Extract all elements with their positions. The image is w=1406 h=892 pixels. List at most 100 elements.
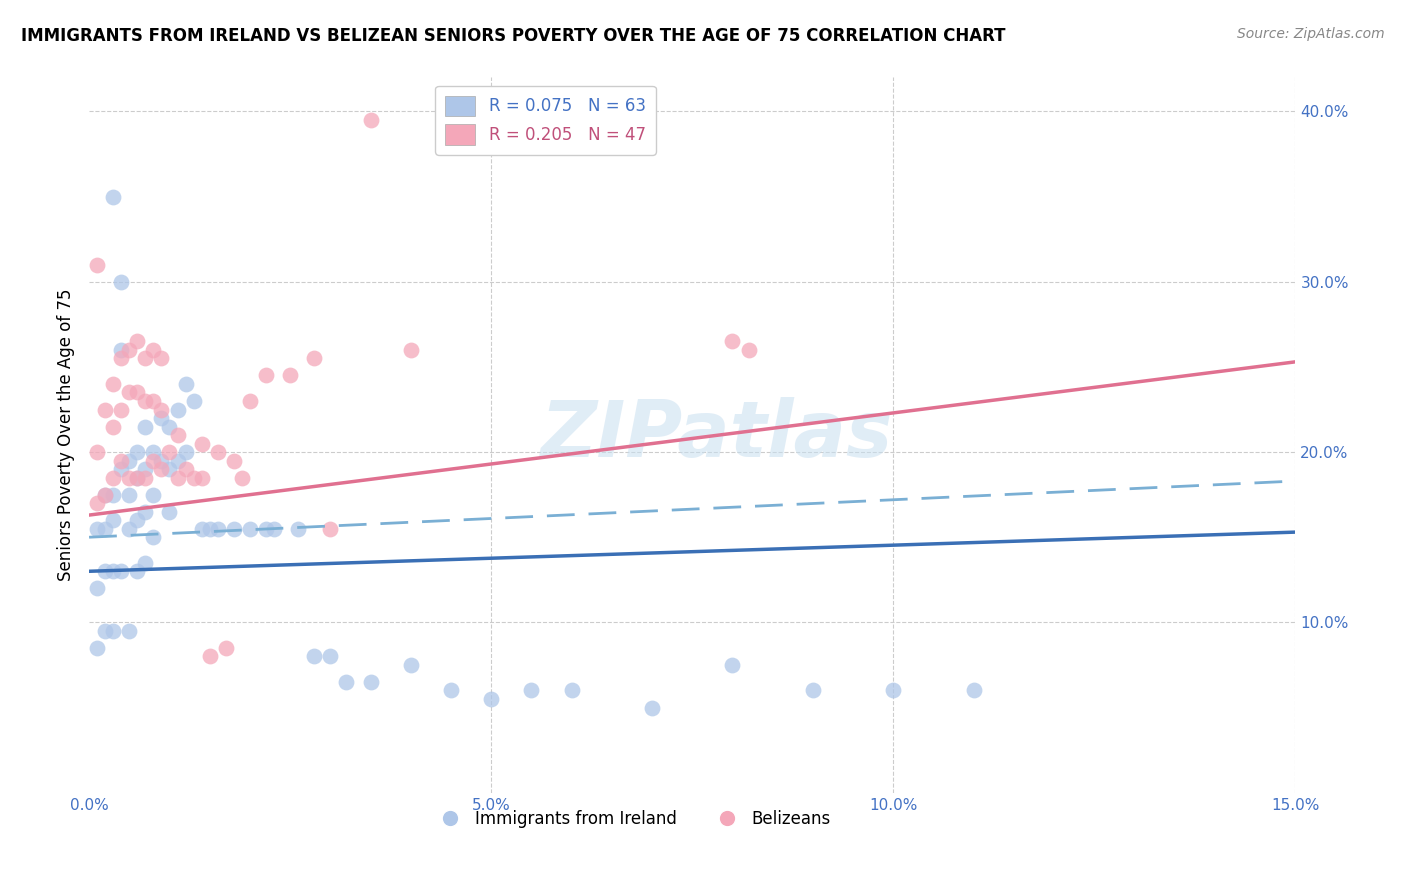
Point (882, 683, 904, 698)
Point (86, 582, 108, 596)
Point (134, 462, 156, 476)
Point (319, 649, 342, 664)
Point (103, 624, 125, 638)
Point (479, 692, 502, 706)
Y-axis label: Seniors Poverty Over the Age of 75: Seniors Poverty Over the Age of 75 (58, 289, 75, 582)
Point (263, 522, 285, 536)
Point (801, 683, 824, 698)
Point (159, 419, 181, 434)
Point (278, 368, 301, 383)
Point (166, 453, 188, 467)
Point (134, 394, 156, 409)
Point (86, 496, 108, 510)
Point (159, 445, 181, 459)
Point (254, 522, 277, 536)
Point (222, 522, 245, 536)
Point (963, 683, 986, 698)
Point (118, 385, 141, 400)
Point (159, 505, 181, 519)
Point (174, 376, 197, 391)
Point (127, 334, 149, 349)
Point (207, 522, 229, 536)
Point (134, 556, 156, 570)
Point (142, 445, 165, 459)
Point (150, 402, 173, 417)
Point (134, 470, 156, 484)
Point (94, 522, 117, 536)
Point (150, 462, 173, 476)
Point (118, 522, 141, 536)
Point (103, 419, 125, 434)
Point (103, 488, 125, 502)
Point (86, 640, 108, 655)
Point (110, 564, 132, 578)
Point (127, 385, 149, 400)
Point (737, 343, 759, 357)
Point (94, 488, 117, 502)
Point (142, 453, 165, 467)
Point (166, 470, 188, 484)
Point (198, 649, 221, 664)
Point (127, 470, 149, 484)
Point (127, 564, 149, 578)
Point (134, 419, 156, 434)
Point (721, 657, 744, 672)
Point (142, 394, 165, 409)
Point (150, 411, 173, 425)
Point (118, 488, 141, 502)
Point (142, 488, 165, 502)
Point (399, 657, 422, 672)
Point (287, 522, 309, 536)
Point (94, 488, 117, 502)
Point (94, 624, 117, 638)
Point (110, 402, 132, 417)
Point (94, 402, 117, 417)
Point (110, 453, 132, 467)
Point (399, 343, 422, 357)
Point (150, 453, 173, 467)
Point (110, 275, 132, 289)
Point (183, 394, 205, 409)
Point (86, 258, 108, 272)
Point (127, 470, 149, 484)
Point (86, 445, 108, 459)
Point (231, 470, 253, 484)
Point (166, 428, 188, 442)
Point (103, 564, 125, 578)
Point (721, 334, 744, 349)
Point (183, 470, 205, 484)
Point (110, 343, 132, 357)
Point (190, 436, 212, 450)
Point (319, 522, 342, 536)
Point (360, 675, 382, 690)
Point (174, 445, 197, 459)
Point (150, 351, 173, 366)
Point (134, 505, 156, 519)
Text: IMMIGRANTS FROM IRELAND VS BELIZEAN SENIORS POVERTY OVER THE AGE OF 75 CORRELATI: IMMIGRANTS FROM IRELAND VS BELIZEAN SENI… (21, 27, 1005, 45)
Point (190, 522, 212, 536)
Point (103, 376, 125, 391)
Point (198, 522, 221, 536)
Point (134, 351, 156, 366)
Point (641, 700, 664, 714)
Point (207, 445, 229, 459)
Point (239, 522, 262, 536)
Point (174, 462, 197, 476)
Point (118, 343, 141, 357)
Point (118, 453, 141, 467)
Point (166, 402, 188, 417)
Text: ZIPatlas: ZIPatlas (540, 397, 893, 473)
Point (360, 113, 382, 128)
Point (142, 530, 165, 544)
Point (103, 470, 125, 484)
Point (254, 368, 277, 383)
Point (118, 624, 141, 638)
Point (127, 445, 149, 459)
Legend: Immigrants from Ireland, Belizeans: Immigrants from Ireland, Belizeans (426, 803, 838, 834)
Point (127, 513, 149, 527)
Point (304, 351, 326, 366)
Point (86, 522, 108, 536)
Point (103, 513, 125, 527)
Point (215, 640, 238, 655)
Point (190, 470, 212, 484)
